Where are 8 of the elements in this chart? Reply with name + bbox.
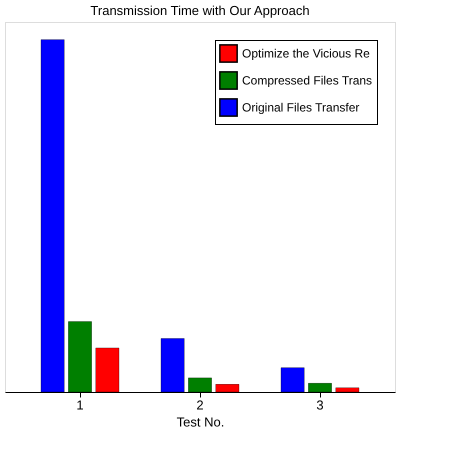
chart-title: Transmission Time with Our Approach (90, 3, 310, 18)
legend-label: Original Files Transfer (242, 100, 360, 114)
x-axis-title: Test No. (176, 414, 224, 430)
x-tick-label: 2 (196, 398, 204, 412)
x-tick-label: 3 (316, 398, 324, 412)
legend-label: Compressed Files Trans (242, 74, 372, 88)
legend-label: Optimize the Vicious Re (242, 46, 370, 60)
x-tick-label: 1 (76, 398, 84, 412)
